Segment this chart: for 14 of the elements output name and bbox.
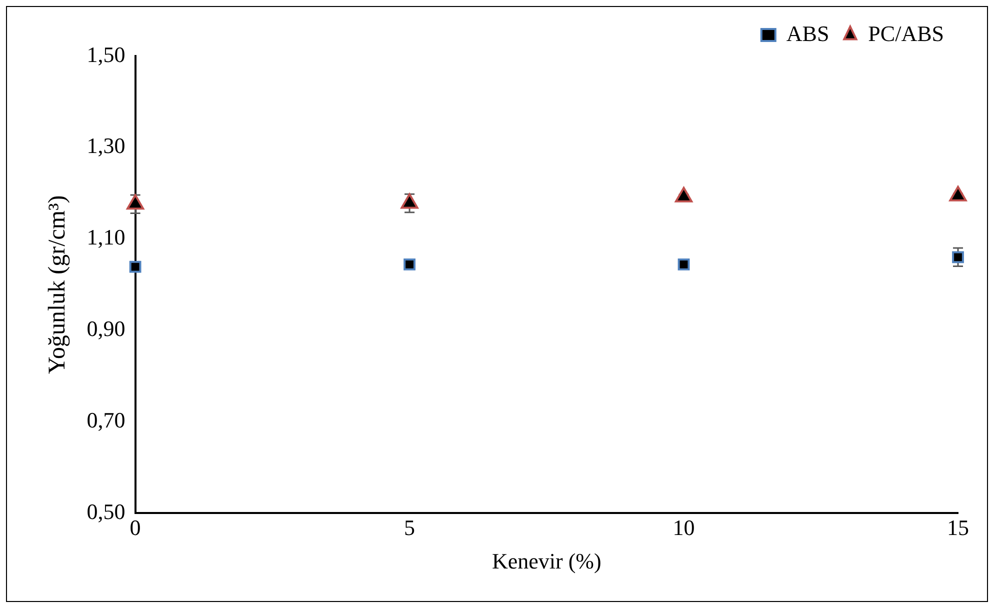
y-tick-label: 0,50: [86, 498, 126, 524]
y-tick-label: 1,10: [86, 224, 126, 250]
y-tick-label: 0,90: [86, 316, 126, 342]
x-axis-title: Kenevir (%): [492, 548, 602, 574]
y-axis-title: Yoğunluk (gr/cm³): [44, 195, 71, 374]
y-tick-label: 0,70: [86, 408, 126, 433]
y-tick-label: 1,30: [86, 133, 126, 158]
legend-label: PC/ABS: [868, 20, 944, 46]
x-tick-label: 15: [947, 515, 969, 540]
x-tick-label: 5: [404, 515, 416, 540]
x-tick-label: 10: [672, 515, 695, 540]
x-tick-label: 0: [130, 515, 141, 540]
legend-label: ABS: [786, 20, 830, 46]
y-tick-label: 1,50: [86, 42, 126, 67]
